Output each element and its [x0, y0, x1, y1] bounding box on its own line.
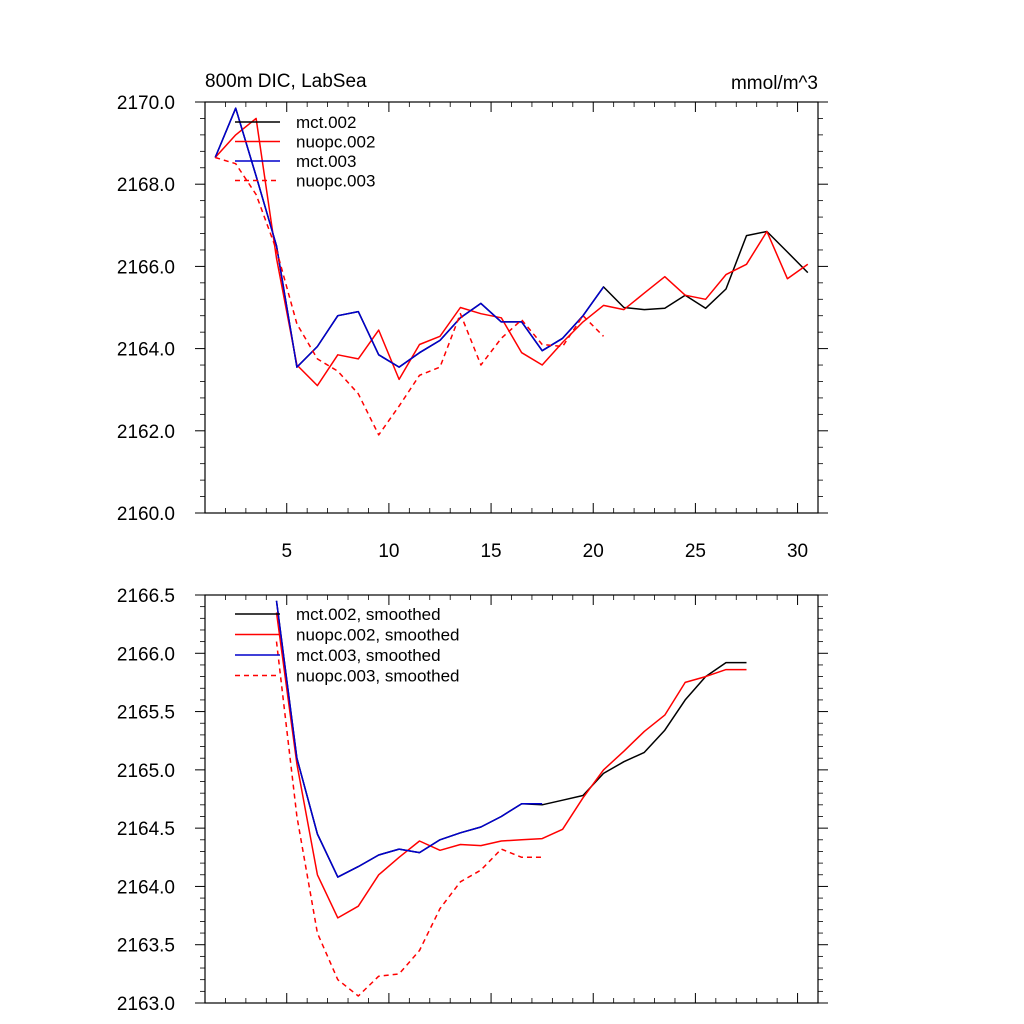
- x-tick-label: 15: [480, 541, 501, 562]
- y-tick-label: 2170.0: [117, 93, 175, 114]
- y-tick-label: 2164.5: [117, 819, 175, 840]
- series-line-mct-003-smoothed: [275, 600, 543, 878]
- legend-label: mct.003, smoothed: [296, 646, 441, 665]
- x-tick-label: 25: [685, 541, 706, 562]
- x-tick-label: 20: [583, 541, 604, 562]
- y-tick-label: 2166.5: [117, 586, 175, 607]
- y-tick-label: 2166.0: [117, 257, 175, 278]
- legend-label: mct.002, smoothed: [296, 605, 441, 624]
- x-tick-label: 30: [787, 541, 808, 562]
- legend-label: nuopc.003: [296, 172, 375, 191]
- legend-label: nuopc.002, smoothed: [296, 626, 460, 645]
- y-tick-label: 2162.0: [117, 422, 175, 443]
- legend-label: nuopc.002: [296, 133, 375, 152]
- legend-label: mct.003: [296, 152, 356, 171]
- y-tick-label: 2164.0: [117, 877, 175, 898]
- x-tick-label: 5: [281, 541, 292, 562]
- x-tick-label: 10: [378, 541, 399, 562]
- series-line-mct-003: [214, 107, 605, 368]
- y-tick-label: 2160.0: [117, 504, 175, 525]
- chart-units: mmol/m^3: [731, 73, 818, 94]
- series-line-nuopc-003-smoothed: [275, 641, 543, 997]
- series-line-nuopc-002: [214, 117, 809, 387]
- y-tick-label: 2163.5: [117, 936, 175, 957]
- chart-title: 800m DIC, LabSea: [205, 71, 367, 92]
- series-line-nuopc-003: [214, 156, 605, 436]
- y-tick-label: 2168.0: [117, 175, 175, 196]
- series-line-nuopc-002-smoothed: [275, 612, 747, 919]
- legend-label: nuopc.003, smoothed: [296, 667, 460, 686]
- y-tick-label: 2164.0: [117, 340, 175, 361]
- y-tick-label: 2163.0: [117, 994, 175, 1015]
- y-tick-label: 2165.5: [117, 703, 175, 724]
- y-tick-label: 2166.0: [117, 644, 175, 665]
- y-tick-label: 2165.0: [117, 761, 175, 782]
- legend-label: mct.002: [296, 113, 356, 132]
- bottom-panel-dic-smoothed: 2163.0 2163.5 2164.0 2164.5 2165.0 2165.5 2166…: [117, 586, 828, 1015]
- top-panel-dic-800m: 5 10 15 20 25 30 2160.0 2162.0 2164.0 2166.0 2168.…: [117, 71, 828, 562]
